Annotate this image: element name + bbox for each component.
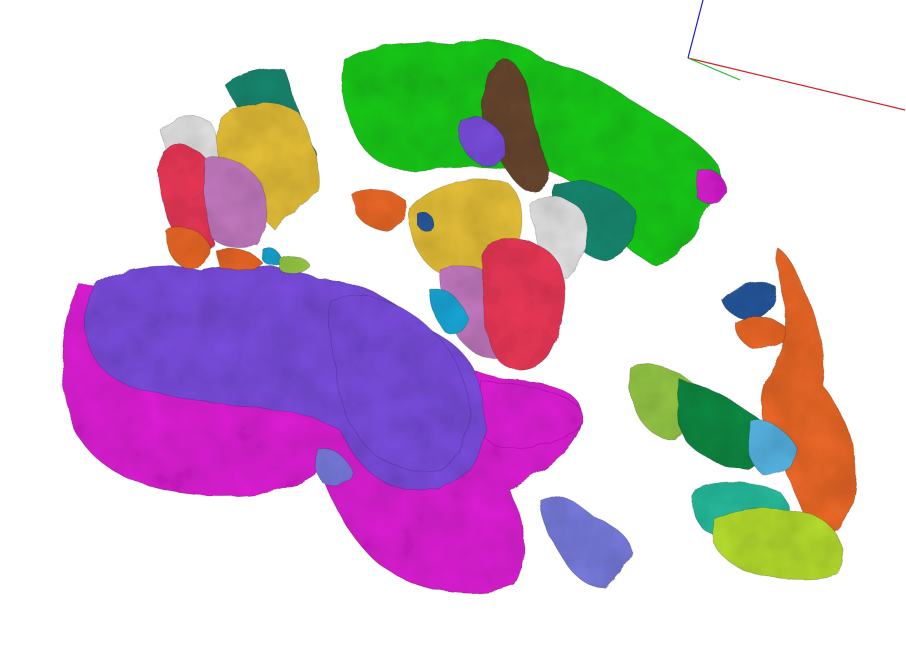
orange-left-small[interactable] <box>164 226 211 269</box>
right-cluster[interactable] <box>628 247 857 580</box>
blue-center-small[interactable] <box>417 212 435 231</box>
red-center[interactable] <box>481 238 566 371</box>
axis-z <box>687 0 704 59</box>
blue-right-small[interactable] <box>721 282 777 321</box>
center-lower-cluster[interactable] <box>351 178 566 371</box>
purple-cortex-right-lobe[interactable] <box>328 295 470 473</box>
lightblue-right[interactable] <box>747 419 799 476</box>
axis-y <box>687 57 741 81</box>
olive-left-small[interactable] <box>277 254 311 274</box>
darkgreen-right[interactable] <box>676 379 766 471</box>
bottom-center-structure[interactable] <box>539 496 633 589</box>
orange-left-bridge[interactable] <box>214 247 263 271</box>
purple-center-small[interactable] <box>458 116 506 166</box>
periwinkle-small-left[interactable] <box>314 447 353 487</box>
cyan-center[interactable] <box>429 288 469 335</box>
orange-small-isolated[interactable] <box>351 188 407 233</box>
orientation-axes <box>687 0 906 111</box>
upper-left-structures[interactable] <box>157 68 320 274</box>
magenta-green-edge[interactable] <box>697 168 727 205</box>
center-top-cluster[interactable] <box>341 39 727 280</box>
periwinkle-bottom[interactable] <box>539 496 633 589</box>
red-left-column[interactable] <box>157 144 216 253</box>
pink-left-column[interactable] <box>203 156 268 249</box>
lime-right[interactable] <box>711 508 844 580</box>
left-hemisphere-cluster[interactable] <box>61 264 583 594</box>
orange-right-small[interactable] <box>734 316 791 349</box>
magenta-lobe-extension[interactable] <box>477 379 583 449</box>
axis-x <box>687 57 906 111</box>
